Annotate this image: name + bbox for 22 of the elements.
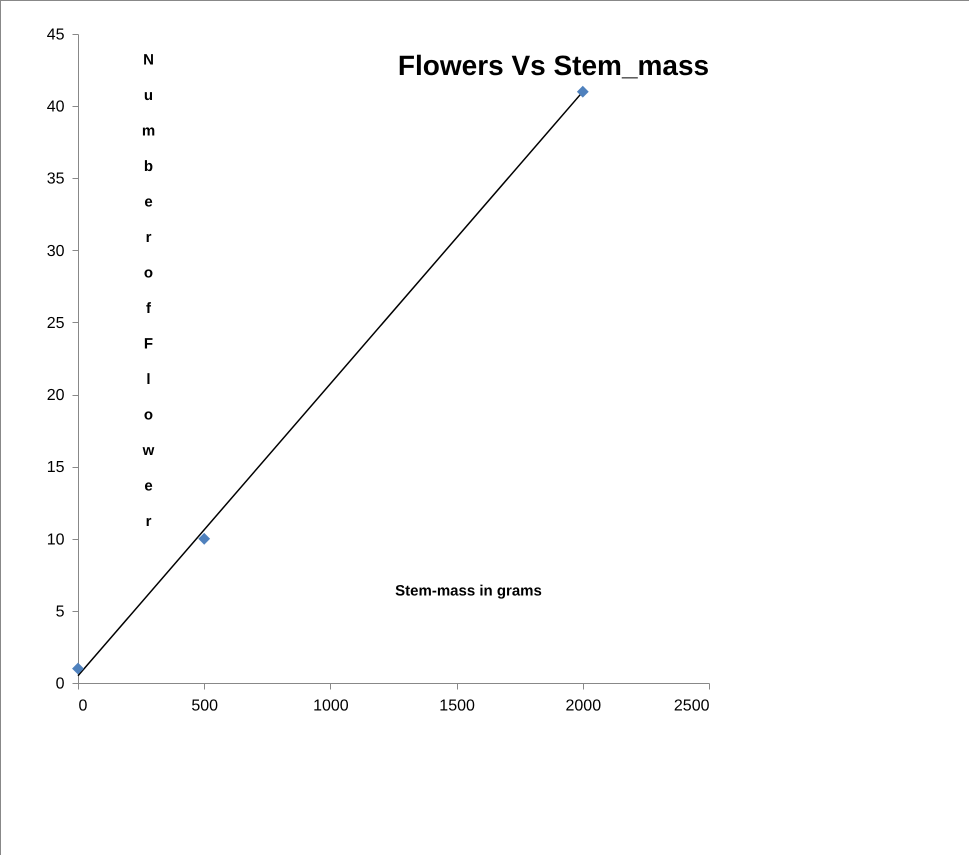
y-tick-label: 25 xyxy=(46,314,65,332)
x-axis-title: Stem-mass in grams xyxy=(395,582,542,600)
y-tick-label: 45 xyxy=(46,26,65,44)
y-tick-label: 35 xyxy=(46,170,65,188)
y-tick-label: 40 xyxy=(46,98,65,116)
x-tick-label: 2000 xyxy=(566,698,602,714)
x-tick-label: 500 xyxy=(191,698,218,714)
y-tick-label: 20 xyxy=(46,387,65,404)
y-tick-label: 30 xyxy=(46,242,65,260)
x-tick-label: 2500 xyxy=(674,698,710,714)
y-tick-label: 0 xyxy=(56,676,65,692)
y-tick-label: 5 xyxy=(56,603,65,620)
x-tick-label: 1000 xyxy=(313,698,349,714)
y-tick-label: 15 xyxy=(46,459,65,476)
point xyxy=(198,532,210,545)
x-tick-label: 1500 xyxy=(439,698,475,714)
y-tick-label: 10 xyxy=(46,531,65,548)
x-tick-label: 0 xyxy=(78,698,88,714)
text: Flowers Vs Stem_mass xyxy=(398,50,710,81)
text: Number of Flower xyxy=(142,52,156,530)
point xyxy=(576,86,589,98)
point xyxy=(72,662,84,674)
